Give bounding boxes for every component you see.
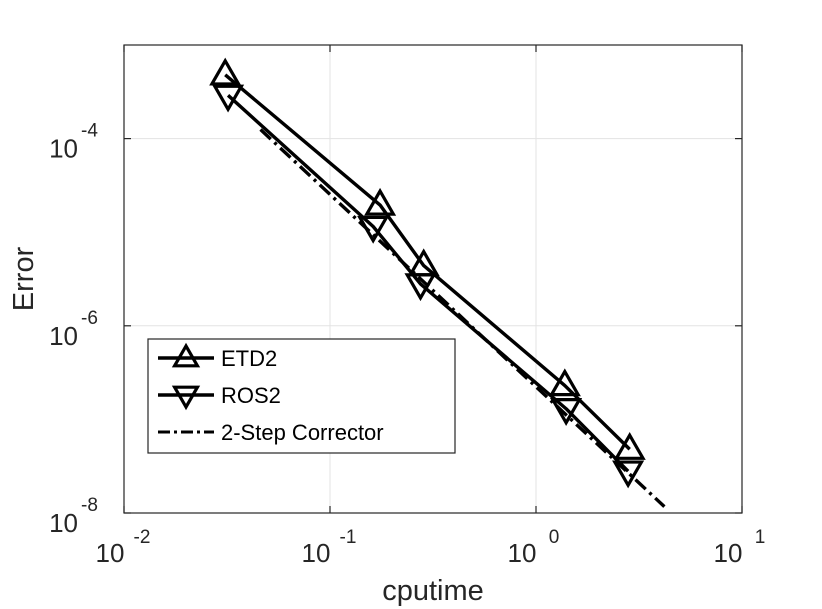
x-tick-label: 10 [508, 538, 537, 568]
y-tick-label: 10 [49, 321, 78, 351]
series-line [259, 128, 666, 508]
marker-triangle-up [613, 432, 646, 460]
x-tick-label-exponent: 1 [755, 527, 766, 548]
series-line [224, 73, 631, 451]
x-tick-label: 10 [302, 538, 331, 568]
legend-label: ROS2 [221, 383, 281, 408]
marker-triangle-down [211, 84, 245, 113]
plot-frame [123, 44, 743, 514]
marker-triangle-up [548, 368, 581, 397]
legend-label: 2-Step Corrector [221, 420, 384, 445]
y-tick-label-exponent: -4 [81, 121, 98, 142]
legend-label: ETD2 [221, 346, 277, 371]
series [209, 57, 666, 508]
legend: ETD2 ROS2 2-Step Corrector [147, 338, 456, 454]
series-line [226, 94, 630, 473]
y-axis-label: Error [8, 246, 40, 311]
marker-triangle-down [171, 385, 201, 411]
marker-triangle-down [550, 398, 583, 426]
y-tick-label-exponent: -8 [81, 495, 98, 516]
x-axis-label: cputime [382, 575, 484, 607]
y-tick-label: 10 [49, 508, 78, 538]
series-2-step-corrector [259, 128, 666, 508]
x-tick-label-exponent: -1 [340, 527, 357, 548]
legend-entry: ROS2 [158, 383, 281, 411]
marker-triangle-up [209, 57, 242, 86]
y-tick-label: 10 [49, 134, 78, 164]
x-tick-label: 10 [714, 538, 743, 568]
marker-triangle-down [612, 460, 645, 489]
legend-entry: 2-Step Corrector [158, 420, 384, 445]
y-tick-label-exponent: -6 [81, 308, 98, 329]
x-tick-label: 10 [96, 538, 125, 568]
legend-entry: ETD2 [158, 342, 277, 371]
x-tick-label-exponent: 0 [549, 527, 560, 548]
marker-triangle-up [363, 187, 397, 216]
marker-triangle-up [171, 342, 201, 368]
series-etd2 [209, 57, 646, 460]
x-tick-label-exponent: -2 [134, 527, 151, 548]
